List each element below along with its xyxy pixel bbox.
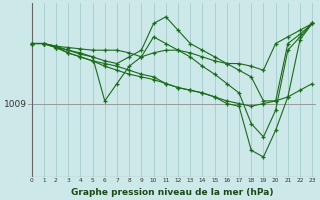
X-axis label: Graphe pression niveau de la mer (hPa): Graphe pression niveau de la mer (hPa) (71, 188, 273, 197)
